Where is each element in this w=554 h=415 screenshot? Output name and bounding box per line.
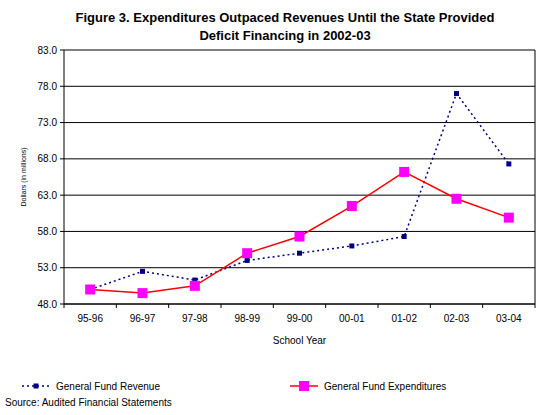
- x-tick: [116, 304, 117, 308]
- y-tick-label: 73.0: [38, 117, 58, 128]
- x-tick: [378, 304, 379, 308]
- marker: [242, 248, 252, 258]
- marker: [295, 232, 305, 242]
- y-tick-label: 63.0: [38, 190, 58, 201]
- x-tick-label: 02-03: [444, 313, 470, 324]
- x-tick: [535, 304, 536, 308]
- x-tick-label: 96-97: [130, 313, 156, 324]
- marker: [297, 251, 302, 256]
- x-tick: [325, 304, 326, 308]
- y-axis-label: Dollars (in millions): [20, 147, 28, 206]
- x-axis: [64, 304, 535, 305]
- y-axis: [64, 50, 65, 304]
- y-tick-label: 68.0: [38, 153, 58, 164]
- y-tick: [60, 158, 64, 159]
- x-tick: [64, 304, 65, 308]
- marker: [402, 234, 407, 239]
- chart: Figure 3. Expenditures Outpaced Revenues…: [0, 0, 554, 415]
- marker: [399, 167, 409, 177]
- grid-line: [64, 195, 535, 196]
- y-tick-label: 83.0: [38, 45, 58, 56]
- title: Figure 3. Expenditures Outpaced Revenues…: [76, 10, 495, 43]
- series-line: [90, 94, 509, 290]
- marker: [454, 91, 459, 96]
- x-tick: [482, 304, 483, 308]
- legend-label: General Fund Revenue: [56, 381, 160, 392]
- grid-line: [64, 304, 535, 305]
- y-tick: [60, 50, 64, 51]
- y-tick-label: 78.0: [38, 81, 58, 92]
- title-line: Figure 3. Expenditures Outpaced Revenues…: [76, 10, 495, 25]
- x-tick: [273, 304, 274, 308]
- x-tick-label: 97-98: [182, 313, 208, 324]
- background: [0, 0, 554, 415]
- marker: [190, 281, 200, 291]
- y-tick: [60, 195, 64, 196]
- x-tick: [168, 304, 169, 308]
- grid-line: [64, 158, 535, 159]
- marker: [452, 194, 462, 204]
- series-line: [90, 172, 509, 293]
- y-tick: [60, 86, 64, 87]
- grid-line: [64, 122, 535, 123]
- marker: [85, 284, 95, 294]
- marker: [140, 269, 145, 274]
- x-tick-label: 03-04: [496, 313, 522, 324]
- marker: [138, 288, 148, 298]
- y-tick: [60, 267, 64, 268]
- y-tick: [60, 122, 64, 123]
- plot-frame-right: [535, 50, 536, 304]
- x-tick: [221, 304, 222, 308]
- x-tick-label: 01-02: [391, 313, 417, 324]
- y-tick-label: 58.0: [38, 226, 58, 237]
- y-tick: [60, 304, 64, 305]
- y-tick-label: 53.0: [38, 262, 58, 273]
- marker: [504, 213, 514, 223]
- marker: [245, 258, 250, 263]
- legend-label: General Fund Expenditures: [324, 381, 446, 392]
- grid-line: [64, 50, 535, 51]
- marker: [506, 161, 511, 166]
- x-tick-label: 00-01: [339, 313, 365, 324]
- y-tick: [60, 231, 64, 232]
- x-tick-label: 95-96: [77, 313, 103, 324]
- marker: [349, 243, 354, 248]
- grid-line: [64, 86, 535, 87]
- x-tick: [430, 304, 431, 308]
- source: Source: Audited Financial Statements: [5, 397, 172, 408]
- legend-marker: [299, 381, 309, 391]
- y-tick-label: 48.0: [38, 299, 58, 310]
- x-tick-label: 99-00: [287, 313, 313, 324]
- legend-marker: [34, 384, 39, 389]
- title-line: Deficit Financing in 2002-03: [199, 28, 370, 43]
- grid-line: [64, 267, 535, 268]
- x-axis-label: School Year: [273, 335, 327, 346]
- marker: [347, 201, 357, 211]
- plot-marks: [85, 91, 514, 298]
- x-tick-label: 98-99: [234, 313, 260, 324]
